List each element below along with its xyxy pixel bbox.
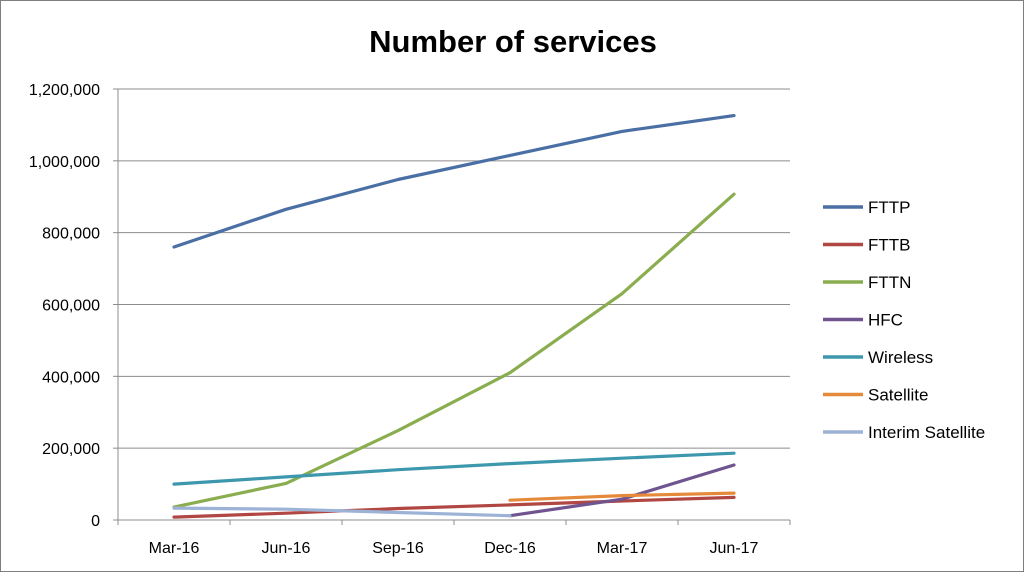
y-tick-label: 400,000 bbox=[42, 369, 100, 386]
legend-label-interim-satellite: Interim Satellite bbox=[868, 423, 985, 442]
x-tick-label: Jun-17 bbox=[710, 540, 759, 557]
series-line-fttb bbox=[172, 495, 736, 519]
axes bbox=[113, 88, 791, 525]
x-axis-ticks: Mar-16 Jun-16 Sep-16 Dec-16 Mar-17 Jun-17 bbox=[149, 540, 759, 557]
x-tick-label: Mar-16 bbox=[149, 540, 200, 557]
x-tick-label: Jun-16 bbox=[262, 540, 311, 557]
y-tick-label: 200,000 bbox=[42, 441, 100, 458]
series-line-fttp bbox=[172, 113, 736, 249]
series-line-satellite bbox=[508, 491, 736, 502]
legend-label-satellite: Satellite bbox=[868, 386, 928, 405]
y-tick-label: 800,000 bbox=[42, 226, 100, 243]
legend-label-hfc: HFC bbox=[868, 311, 903, 330]
legend-label-fttp: FTTP bbox=[868, 198, 911, 217]
series-line-fttn bbox=[172, 192, 736, 509]
y-tick-label: 1,000,000 bbox=[29, 154, 100, 171]
series-line-interim-satellite bbox=[172, 506, 512, 518]
series-lines bbox=[172, 113, 736, 519]
gridlines bbox=[118, 88, 790, 449]
legend-label-fttn: FTTN bbox=[868, 273, 911, 292]
x-tick-label: Sep-16 bbox=[372, 540, 424, 557]
chart-title: Number of services bbox=[369, 24, 657, 59]
y-tick-label: 1,200,000 bbox=[29, 82, 100, 99]
x-tick-label: Dec-16 bbox=[484, 540, 536, 557]
legend-label-fttb: FTTB bbox=[868, 236, 911, 255]
y-axis-ticks: 0 200,000 400,000 600,000 800,000 1,000,000 1,… bbox=[29, 82, 100, 530]
y-tick-label: 0 bbox=[91, 513, 100, 530]
legend: FTTP FTTB FTTN HFC Wireless Satellite Interim … bbox=[823, 198, 985, 442]
x-tick-label: Mar-17 bbox=[597, 540, 648, 557]
series-line-wireless bbox=[172, 451, 736, 486]
legend-label-wireless: Wireless bbox=[868, 348, 933, 367]
series-line-hfc bbox=[508, 463, 736, 518]
y-tick-label: 600,000 bbox=[42, 298, 100, 315]
